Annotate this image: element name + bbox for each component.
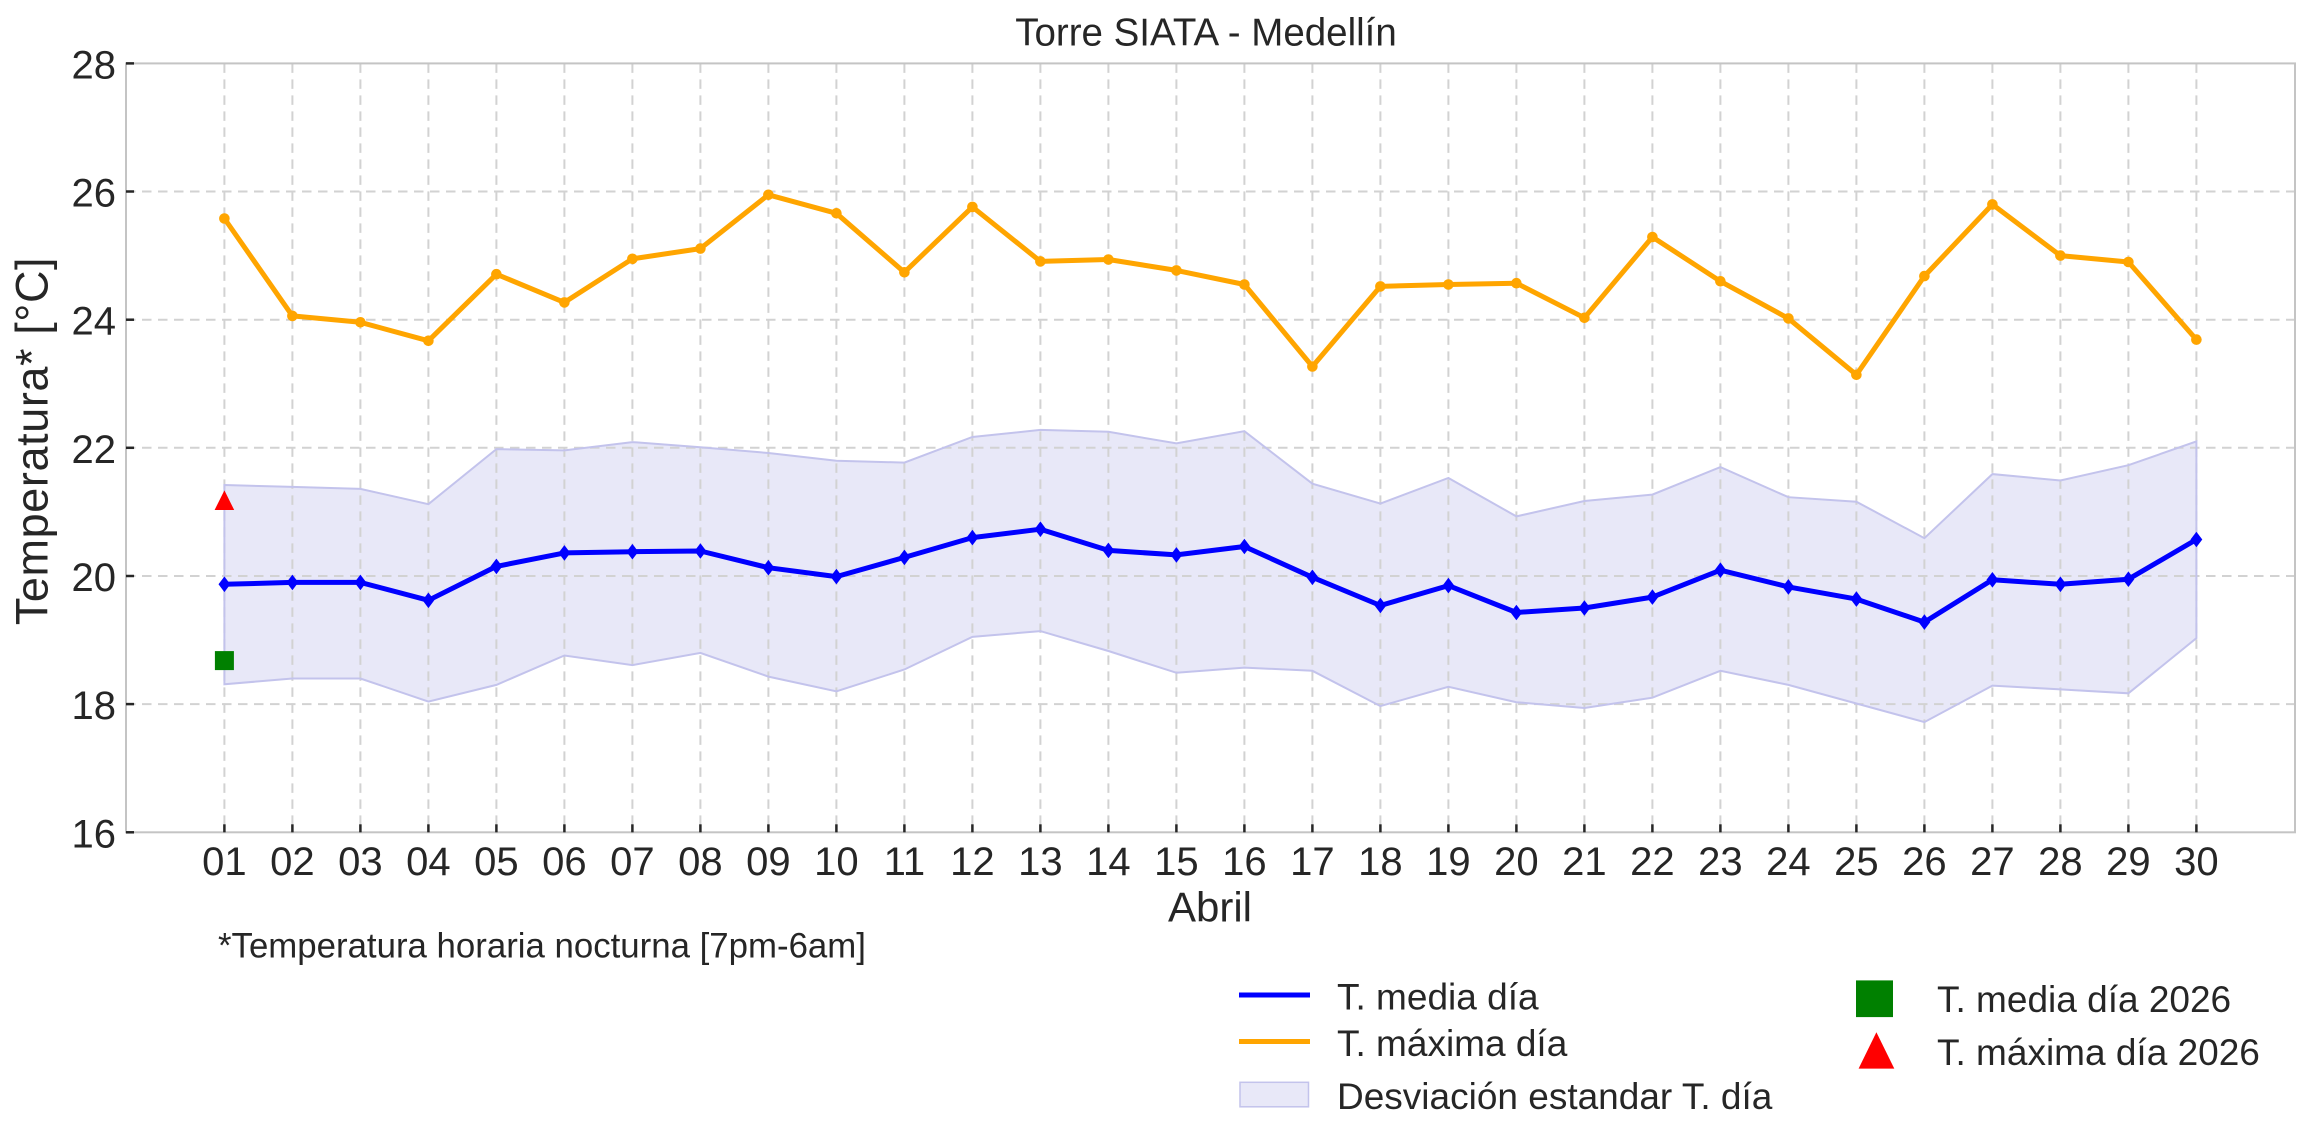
svg-text:12: 12	[950, 840, 995, 884]
svg-text:22: 22	[1630, 840, 1675, 884]
svg-text:T. media día 2026: T. media día 2026	[1937, 979, 2231, 1020]
svg-text:26: 26	[72, 172, 117, 216]
svg-text:29: 29	[2106, 840, 2151, 884]
svg-text:10: 10	[814, 840, 859, 884]
svg-text:06: 06	[542, 840, 587, 884]
svg-text:16: 16	[72, 812, 117, 856]
svg-text:T. máxima día 2026: T. máxima día 2026	[1937, 1032, 2260, 1073]
svg-text:02: 02	[270, 840, 315, 884]
svg-text:*Temperatura horaria nocturna: *Temperatura horaria nocturna [7pm-6am]	[218, 927, 866, 966]
svg-text:T. máxima día: T. máxima día	[1337, 1023, 1568, 1064]
svg-text:30: 30	[2174, 840, 2219, 884]
svg-text:Temperatura* [°C]: Temperatura* [°C]	[7, 257, 58, 625]
svg-text:15: 15	[1154, 840, 1199, 884]
svg-text:28: 28	[72, 43, 117, 87]
svg-text:T. media día: T. media día	[1337, 977, 1539, 1018]
svg-text:17: 17	[1290, 840, 1335, 884]
svg-text:14: 14	[1086, 840, 1131, 884]
svg-text:19: 19	[1426, 840, 1471, 884]
svg-text:Torre SIATA - Medellín: Torre SIATA - Medellín	[1015, 12, 1397, 55]
svg-text:04: 04	[406, 840, 451, 884]
svg-text:26: 26	[1902, 840, 1947, 884]
svg-text:24: 24	[1766, 840, 1811, 884]
svg-text:16: 16	[1222, 840, 1267, 884]
svg-text:20: 20	[72, 556, 117, 600]
svg-text:27: 27	[1970, 840, 2015, 884]
svg-text:03: 03	[338, 840, 383, 884]
svg-text:21: 21	[1562, 840, 1607, 884]
svg-text:20: 20	[1494, 840, 1539, 884]
svg-text:01: 01	[202, 840, 247, 884]
svg-text:18: 18	[72, 684, 117, 728]
svg-text:18: 18	[1358, 840, 1403, 884]
svg-text:25: 25	[1834, 840, 1879, 884]
svg-text:07: 07	[610, 840, 655, 884]
svg-text:23: 23	[1698, 840, 1743, 884]
svg-text:Desviación estandar T. día: Desviación estandar T. día	[1337, 1076, 1773, 1117]
svg-text:08: 08	[678, 840, 723, 884]
svg-text:11: 11	[884, 840, 926, 884]
svg-text:09: 09	[746, 840, 791, 884]
svg-text:05: 05	[474, 840, 519, 884]
svg-text:13: 13	[1018, 840, 1063, 884]
svg-text:22: 22	[72, 428, 117, 472]
svg-text:Abril: Abril	[1168, 884, 1252, 931]
svg-text:24: 24	[72, 300, 117, 344]
svg-text:28: 28	[2038, 840, 2083, 884]
